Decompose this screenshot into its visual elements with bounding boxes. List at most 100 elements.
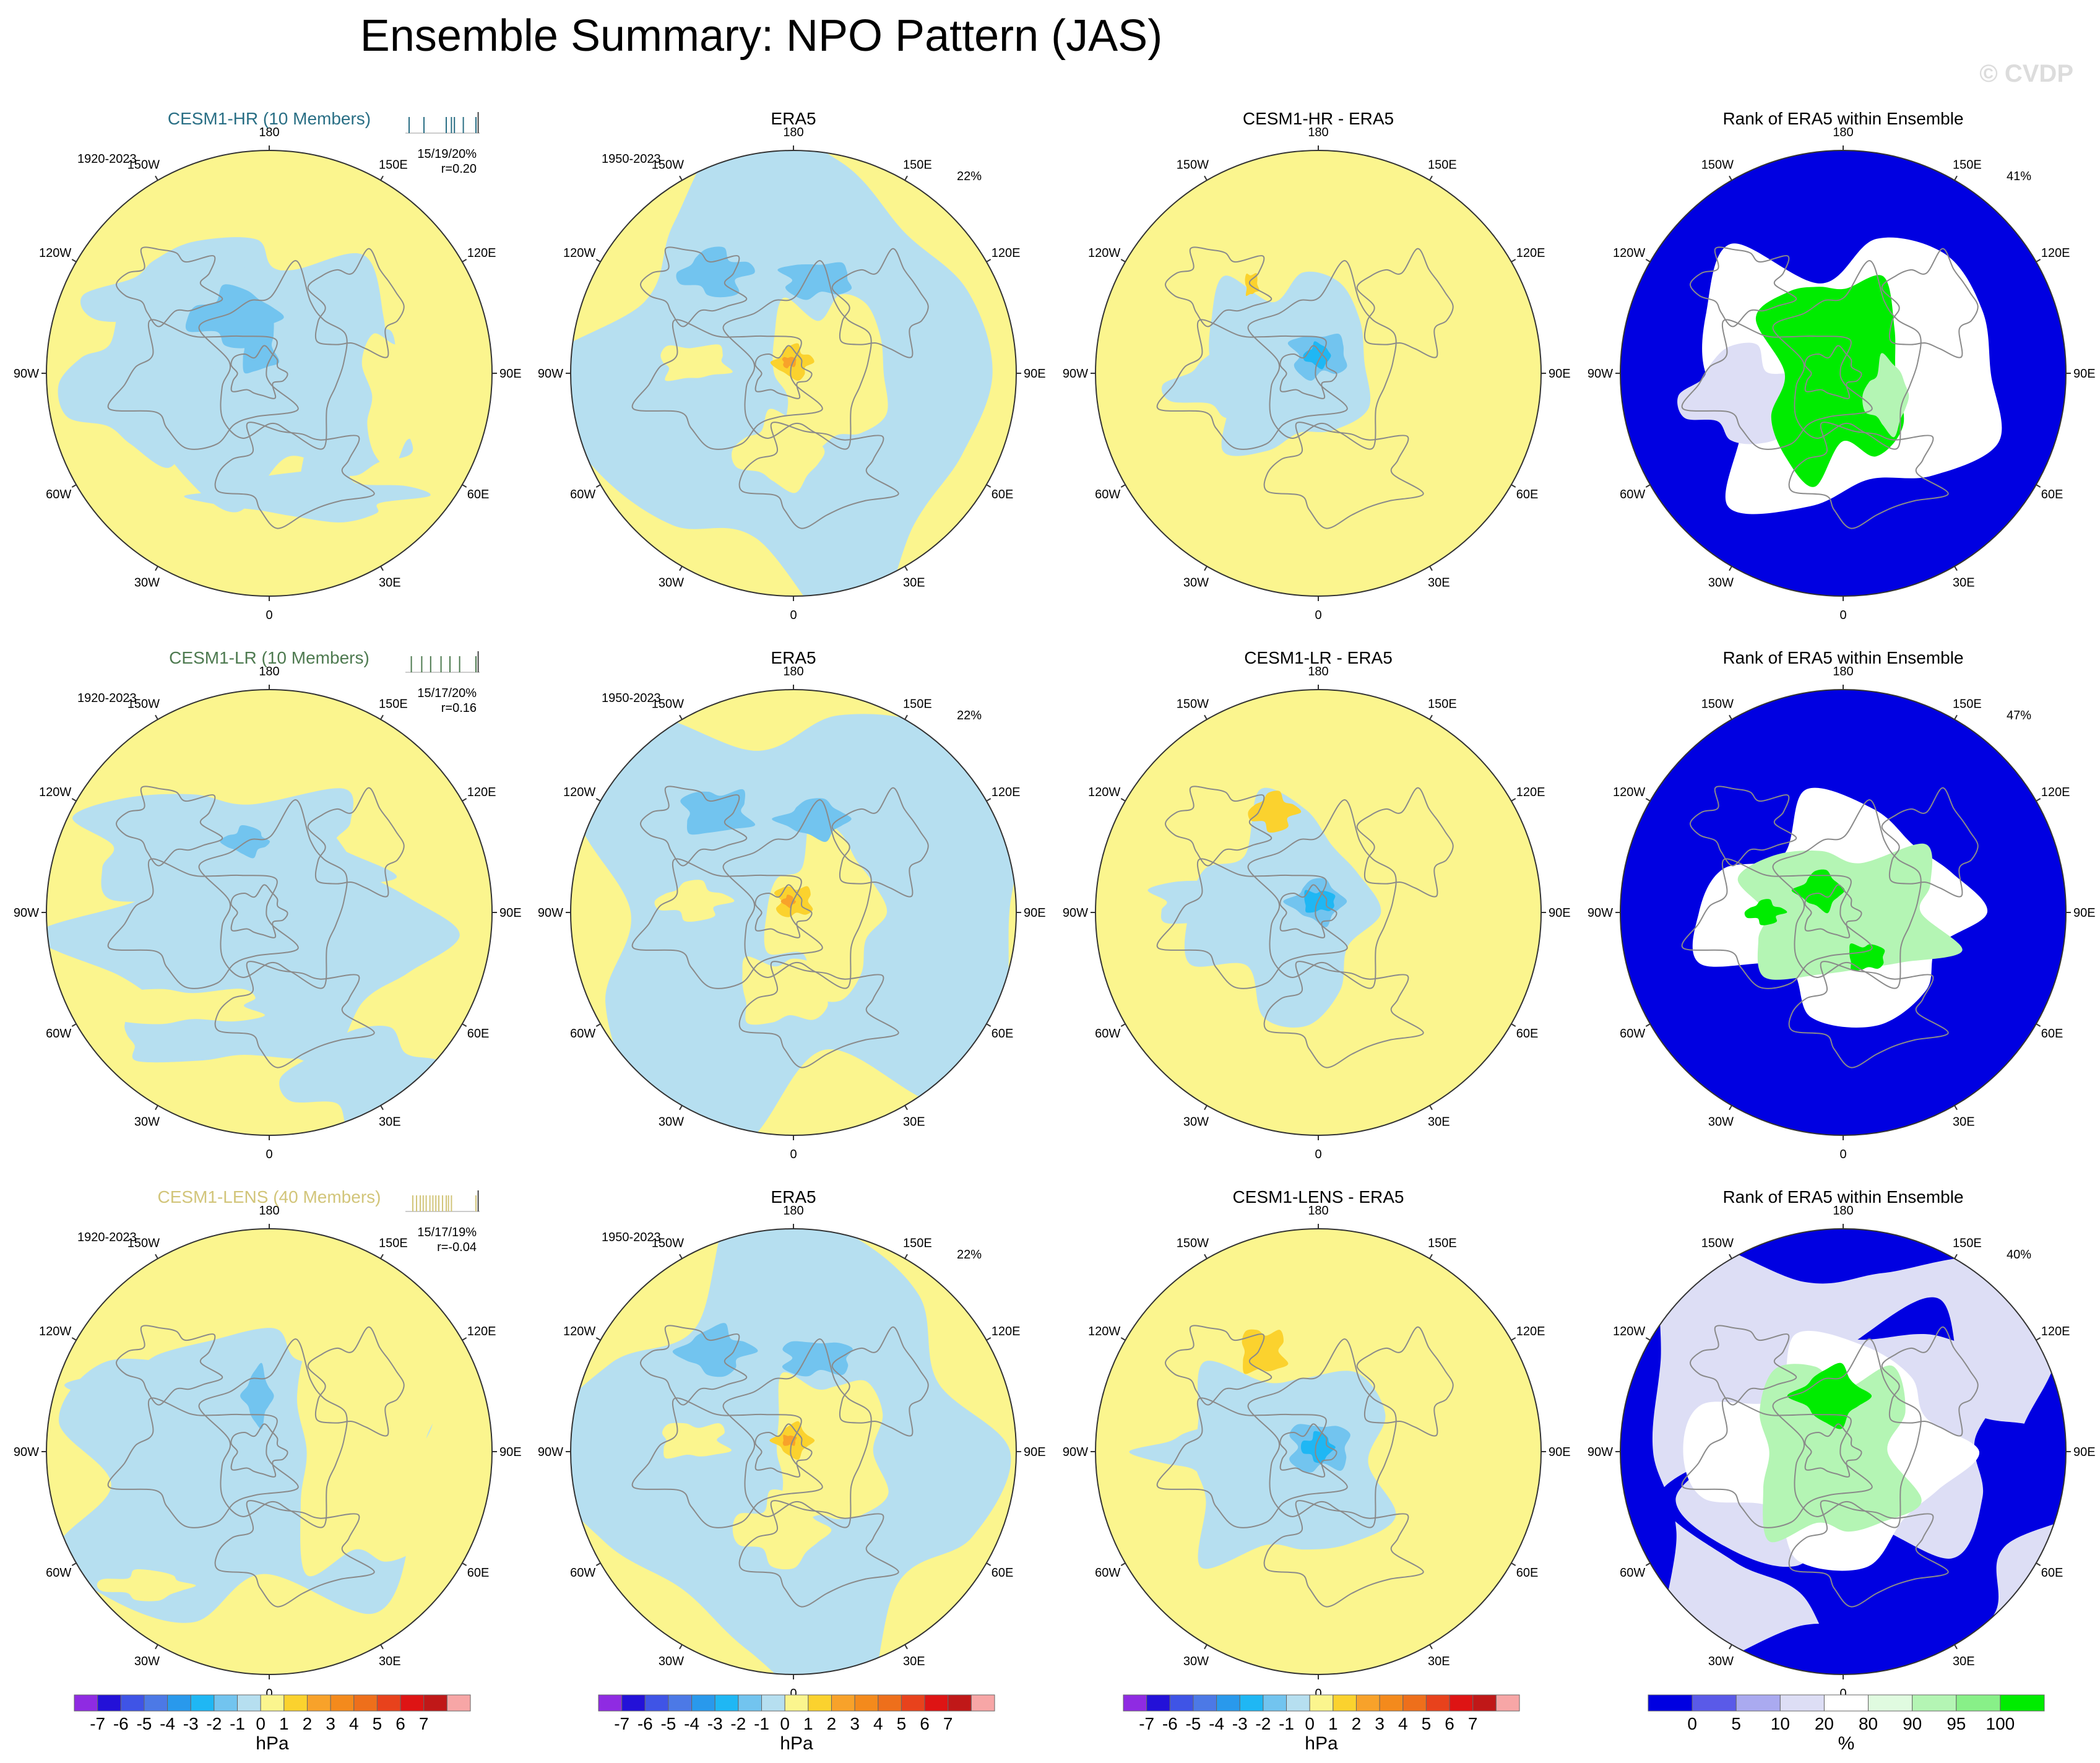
lon-label: 30W: [659, 576, 684, 590]
colorbar-label: 5: [373, 1714, 382, 1733]
contour-region: [776, 1372, 889, 1535]
colorbar-swatch: [237, 1694, 261, 1712]
lon-label: 180: [783, 1204, 803, 1218]
colorbar-swatch: [1912, 1694, 1957, 1712]
lon-tick: [904, 1254, 908, 1259]
lon-label: 0: [1315, 1687, 1321, 1700]
contour-region: [1303, 341, 1331, 370]
coastline: [1804, 345, 1862, 399]
coastline: [198, 260, 348, 450]
panel-title: ERA5: [771, 1187, 816, 1206]
lon-label: 180: [1308, 126, 1328, 139]
lon-label: 90E: [1549, 367, 1571, 381]
colorbar-swatch: [1823, 1694, 1869, 1712]
lon-label: 0: [266, 1148, 272, 1161]
lon-label: 120W: [1613, 1325, 1645, 1338]
lon-label: 120W: [1088, 786, 1120, 799]
lon-tick: [904, 566, 908, 571]
colorbar-unit: hPa: [1305, 1733, 1338, 1754]
colorbar-swatch: [831, 1694, 855, 1712]
lon-label: 30W: [659, 1115, 684, 1129]
coastline: [1690, 786, 1797, 867]
contour-region: [1242, 1329, 1289, 1374]
contour-region: [1129, 1417, 1328, 1483]
colorbar-label: -3: [707, 1714, 723, 1733]
panel-diff-row1: 180 150E 120E 90E 60E 30E 0 30W 60W 90W 120W 150W CE…: [1063, 109, 1571, 622]
lon-label: 180: [259, 665, 279, 678]
colorbar-label: 5: [1422, 1714, 1432, 1733]
coastline: [640, 1325, 748, 1406]
coastline: [640, 246, 748, 327]
lon-label: 60W: [570, 488, 595, 501]
colorbar-4: 0 5 10 20 80 90 95 100%: [1648, 1694, 2045, 1754]
lon-tick: [2036, 484, 2041, 488]
lon-label: 60E: [467, 488, 490, 501]
colorbar-swatch: [1333, 1694, 1357, 1712]
colorbar-label: 4: [1398, 1714, 1408, 1733]
lon-label: 30E: [379, 576, 401, 590]
lon-label: 90E: [1549, 1445, 1571, 1459]
coastline: [738, 422, 899, 529]
panel-title: CESM1-LENS - ERA5: [1233, 1187, 1404, 1206]
colorbar-label: -4: [160, 1714, 175, 1733]
colorbar-swatch: [970, 1694, 995, 1712]
colorbar-label: 1: [803, 1714, 813, 1733]
contour-region: [764, 815, 888, 1002]
lon-tick: [462, 1023, 467, 1027]
lon-tick: [155, 1254, 158, 1259]
lon-tick: [1954, 714, 1958, 720]
lon-tick: [1120, 484, 1126, 488]
colorbar-swatch: [1648, 1694, 1693, 1712]
coastline: [1156, 319, 1348, 450]
lon-label: 90W: [1063, 906, 1088, 920]
coastline: [831, 1326, 929, 1437]
map-fill: [1095, 1229, 1541, 1674]
pct-label: 22%: [957, 709, 982, 722]
lon-label: 0: [790, 609, 797, 622]
coastline: [1881, 248, 1979, 358]
lon-tick: [595, 1562, 601, 1566]
lon-tick: [1429, 1105, 1433, 1111]
colorbar-3: -7 -6 -5 -4 -3 -2 -1 0 1 2 3 4 5 6 7 hPa: [1123, 1694, 1520, 1754]
lon-tick: [1954, 1105, 1958, 1111]
lon-label: 60W: [46, 1566, 71, 1580]
map-fill: [1095, 690, 1541, 1135]
coastlines: [1156, 246, 1454, 529]
panel-title: CESM1-LR (10 Members): [169, 648, 369, 667]
lon-label: 90E: [1024, 1445, 1046, 1459]
contour-region: [1744, 899, 1787, 925]
lon-label: 180: [1833, 665, 1853, 678]
panel-rank-row3: 180 150E 120E 90E 60E 30E 0 30W 60W 90W 120W 150W Ra…: [1588, 1187, 2096, 1700]
lon-label: 30E: [1428, 576, 1450, 590]
lon-tick: [1204, 714, 1208, 720]
coastline: [230, 884, 288, 938]
lon-tick: [2036, 1023, 2041, 1027]
coastline: [1772, 260, 1922, 450]
colorbar-label: 2: [303, 1714, 313, 1733]
lon-label: 120W: [1088, 246, 1120, 260]
lon-label: 60E: [992, 488, 1014, 501]
lon-label: 120E: [1516, 786, 1545, 799]
panel-title: CESM1-LR - ERA5: [1244, 648, 1393, 667]
colorbar-label: -6: [637, 1714, 653, 1733]
coastlines: [1156, 786, 1454, 1068]
panel-title: Rank of ERA5 within Ensemble: [1722, 109, 1963, 128]
coastline: [640, 786, 748, 867]
coastline: [1788, 422, 1949, 529]
coastline: [1681, 858, 1873, 989]
colorbar-label: 3: [1375, 1714, 1385, 1733]
lon-label: 30W: [134, 1115, 160, 1129]
lon-tick: [1645, 484, 1651, 488]
colorbar-label: 3: [850, 1714, 860, 1733]
figure-title: Ensemble Summary: NPO Pattern (JAS): [360, 11, 1162, 61]
lon-label: 90W: [1588, 1445, 1613, 1459]
lon-label: 60W: [1620, 1027, 1645, 1041]
lon-tick: [679, 566, 683, 571]
coastline: [738, 961, 899, 1068]
lon-label: 90E: [2073, 1445, 2096, 1459]
lon-label: 60E: [1516, 1566, 1539, 1580]
colorbar-label: 7: [943, 1714, 953, 1733]
panel-diff-row3: 180 150E 120E 90E 60E 30E 0 30W 60W 90W 120W 150W CE…: [1063, 1187, 1571, 1700]
colorbar-label: 95: [1947, 1714, 1966, 1733]
colorbar-label: 6: [920, 1714, 930, 1733]
